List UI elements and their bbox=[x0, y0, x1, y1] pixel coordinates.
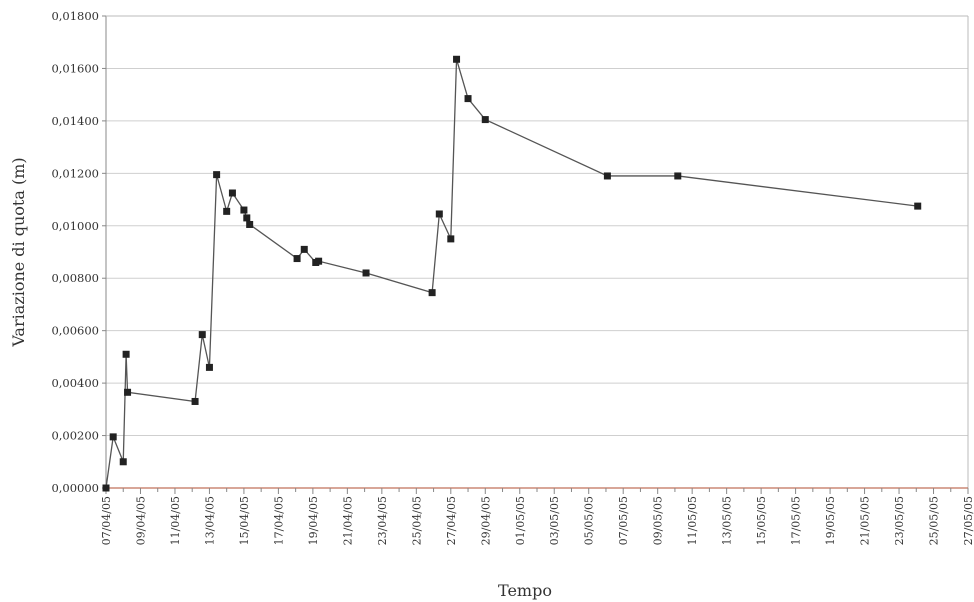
x-tick-label: 19/04/05 bbox=[307, 496, 320, 545]
data-point bbox=[301, 246, 308, 253]
data-point bbox=[914, 203, 921, 210]
x-tick-label: 25/05/05 bbox=[928, 496, 941, 545]
data-point bbox=[123, 351, 130, 358]
data-point bbox=[120, 458, 127, 465]
y-tick-label: 0,01400 bbox=[51, 114, 99, 128]
data-point bbox=[465, 95, 472, 102]
data-point bbox=[199, 331, 206, 338]
data-point bbox=[229, 190, 236, 197]
data-point bbox=[110, 433, 117, 440]
y-tick-label: 0,01000 bbox=[51, 219, 99, 233]
x-tick-label: 07/04/05 bbox=[100, 496, 113, 545]
y-tick-label: 0,00600 bbox=[51, 324, 99, 338]
y-axis-title: Variazione di quota (m) bbox=[9, 157, 28, 347]
data-point bbox=[315, 258, 322, 265]
y-tick-label: 0,00400 bbox=[51, 376, 99, 390]
x-tick-label: 17/04/05 bbox=[272, 496, 285, 545]
x-tick-label: 21/04/05 bbox=[341, 496, 354, 545]
data-point bbox=[363, 269, 370, 276]
data-point bbox=[103, 485, 110, 492]
data-point bbox=[124, 389, 131, 396]
data-point bbox=[674, 172, 681, 179]
y-tick-label: 0,00000 bbox=[51, 481, 99, 495]
data-point bbox=[240, 207, 247, 214]
x-tick-label: 05/05/05 bbox=[583, 496, 596, 545]
x-tick-label: 23/05/05 bbox=[893, 496, 906, 545]
x-tick-label: 07/05/05 bbox=[617, 496, 630, 545]
x-tick-label: 27/05/05 bbox=[962, 496, 974, 545]
x-tick-label: 09/05/05 bbox=[652, 496, 665, 545]
data-point bbox=[604, 172, 611, 179]
x-tick-label: 17/05/05 bbox=[790, 496, 803, 545]
x-tick-label: 09/04/05 bbox=[134, 496, 147, 545]
data-point bbox=[243, 214, 250, 221]
x-axis-title: Tempo bbox=[498, 581, 552, 600]
x-tick-label: 13/04/05 bbox=[203, 496, 216, 545]
x-tick-label: 11/05/05 bbox=[686, 496, 699, 545]
x-tick-label: 21/05/05 bbox=[859, 496, 872, 545]
x-tick-label: 27/04/05 bbox=[445, 496, 458, 545]
x-tick-label: 15/05/05 bbox=[755, 496, 768, 545]
data-point bbox=[429, 289, 436, 296]
y-tick-label: 0,01200 bbox=[51, 166, 99, 180]
data-point bbox=[436, 210, 443, 217]
data-point bbox=[294, 255, 301, 262]
y-tick-label: 0,00800 bbox=[51, 271, 99, 285]
x-tick-label: 11/04/05 bbox=[169, 496, 182, 545]
y-tick-label: 0,01600 bbox=[51, 61, 99, 75]
data-point bbox=[447, 235, 454, 242]
y-tick-label: 0,01800 bbox=[51, 9, 99, 23]
y-tick-label: 0,00200 bbox=[51, 429, 99, 443]
x-tick-label: 01/05/05 bbox=[514, 496, 527, 545]
data-point bbox=[206, 364, 213, 371]
plot-area bbox=[106, 16, 968, 488]
x-tick-label: 25/04/05 bbox=[410, 496, 423, 545]
x-tick-label: 03/05/05 bbox=[548, 496, 561, 545]
data-point bbox=[453, 56, 460, 63]
x-tick-label: 15/04/05 bbox=[238, 496, 251, 545]
data-point bbox=[223, 208, 230, 215]
data-point bbox=[246, 221, 253, 228]
data-point bbox=[213, 171, 220, 178]
data-point bbox=[192, 398, 199, 405]
x-tick-label: 19/05/05 bbox=[824, 496, 837, 545]
x-tick-label: 13/05/05 bbox=[721, 496, 734, 545]
data-point bbox=[482, 116, 489, 123]
x-tick-label: 23/04/05 bbox=[376, 496, 389, 545]
x-tick-label: 29/04/05 bbox=[479, 496, 492, 545]
